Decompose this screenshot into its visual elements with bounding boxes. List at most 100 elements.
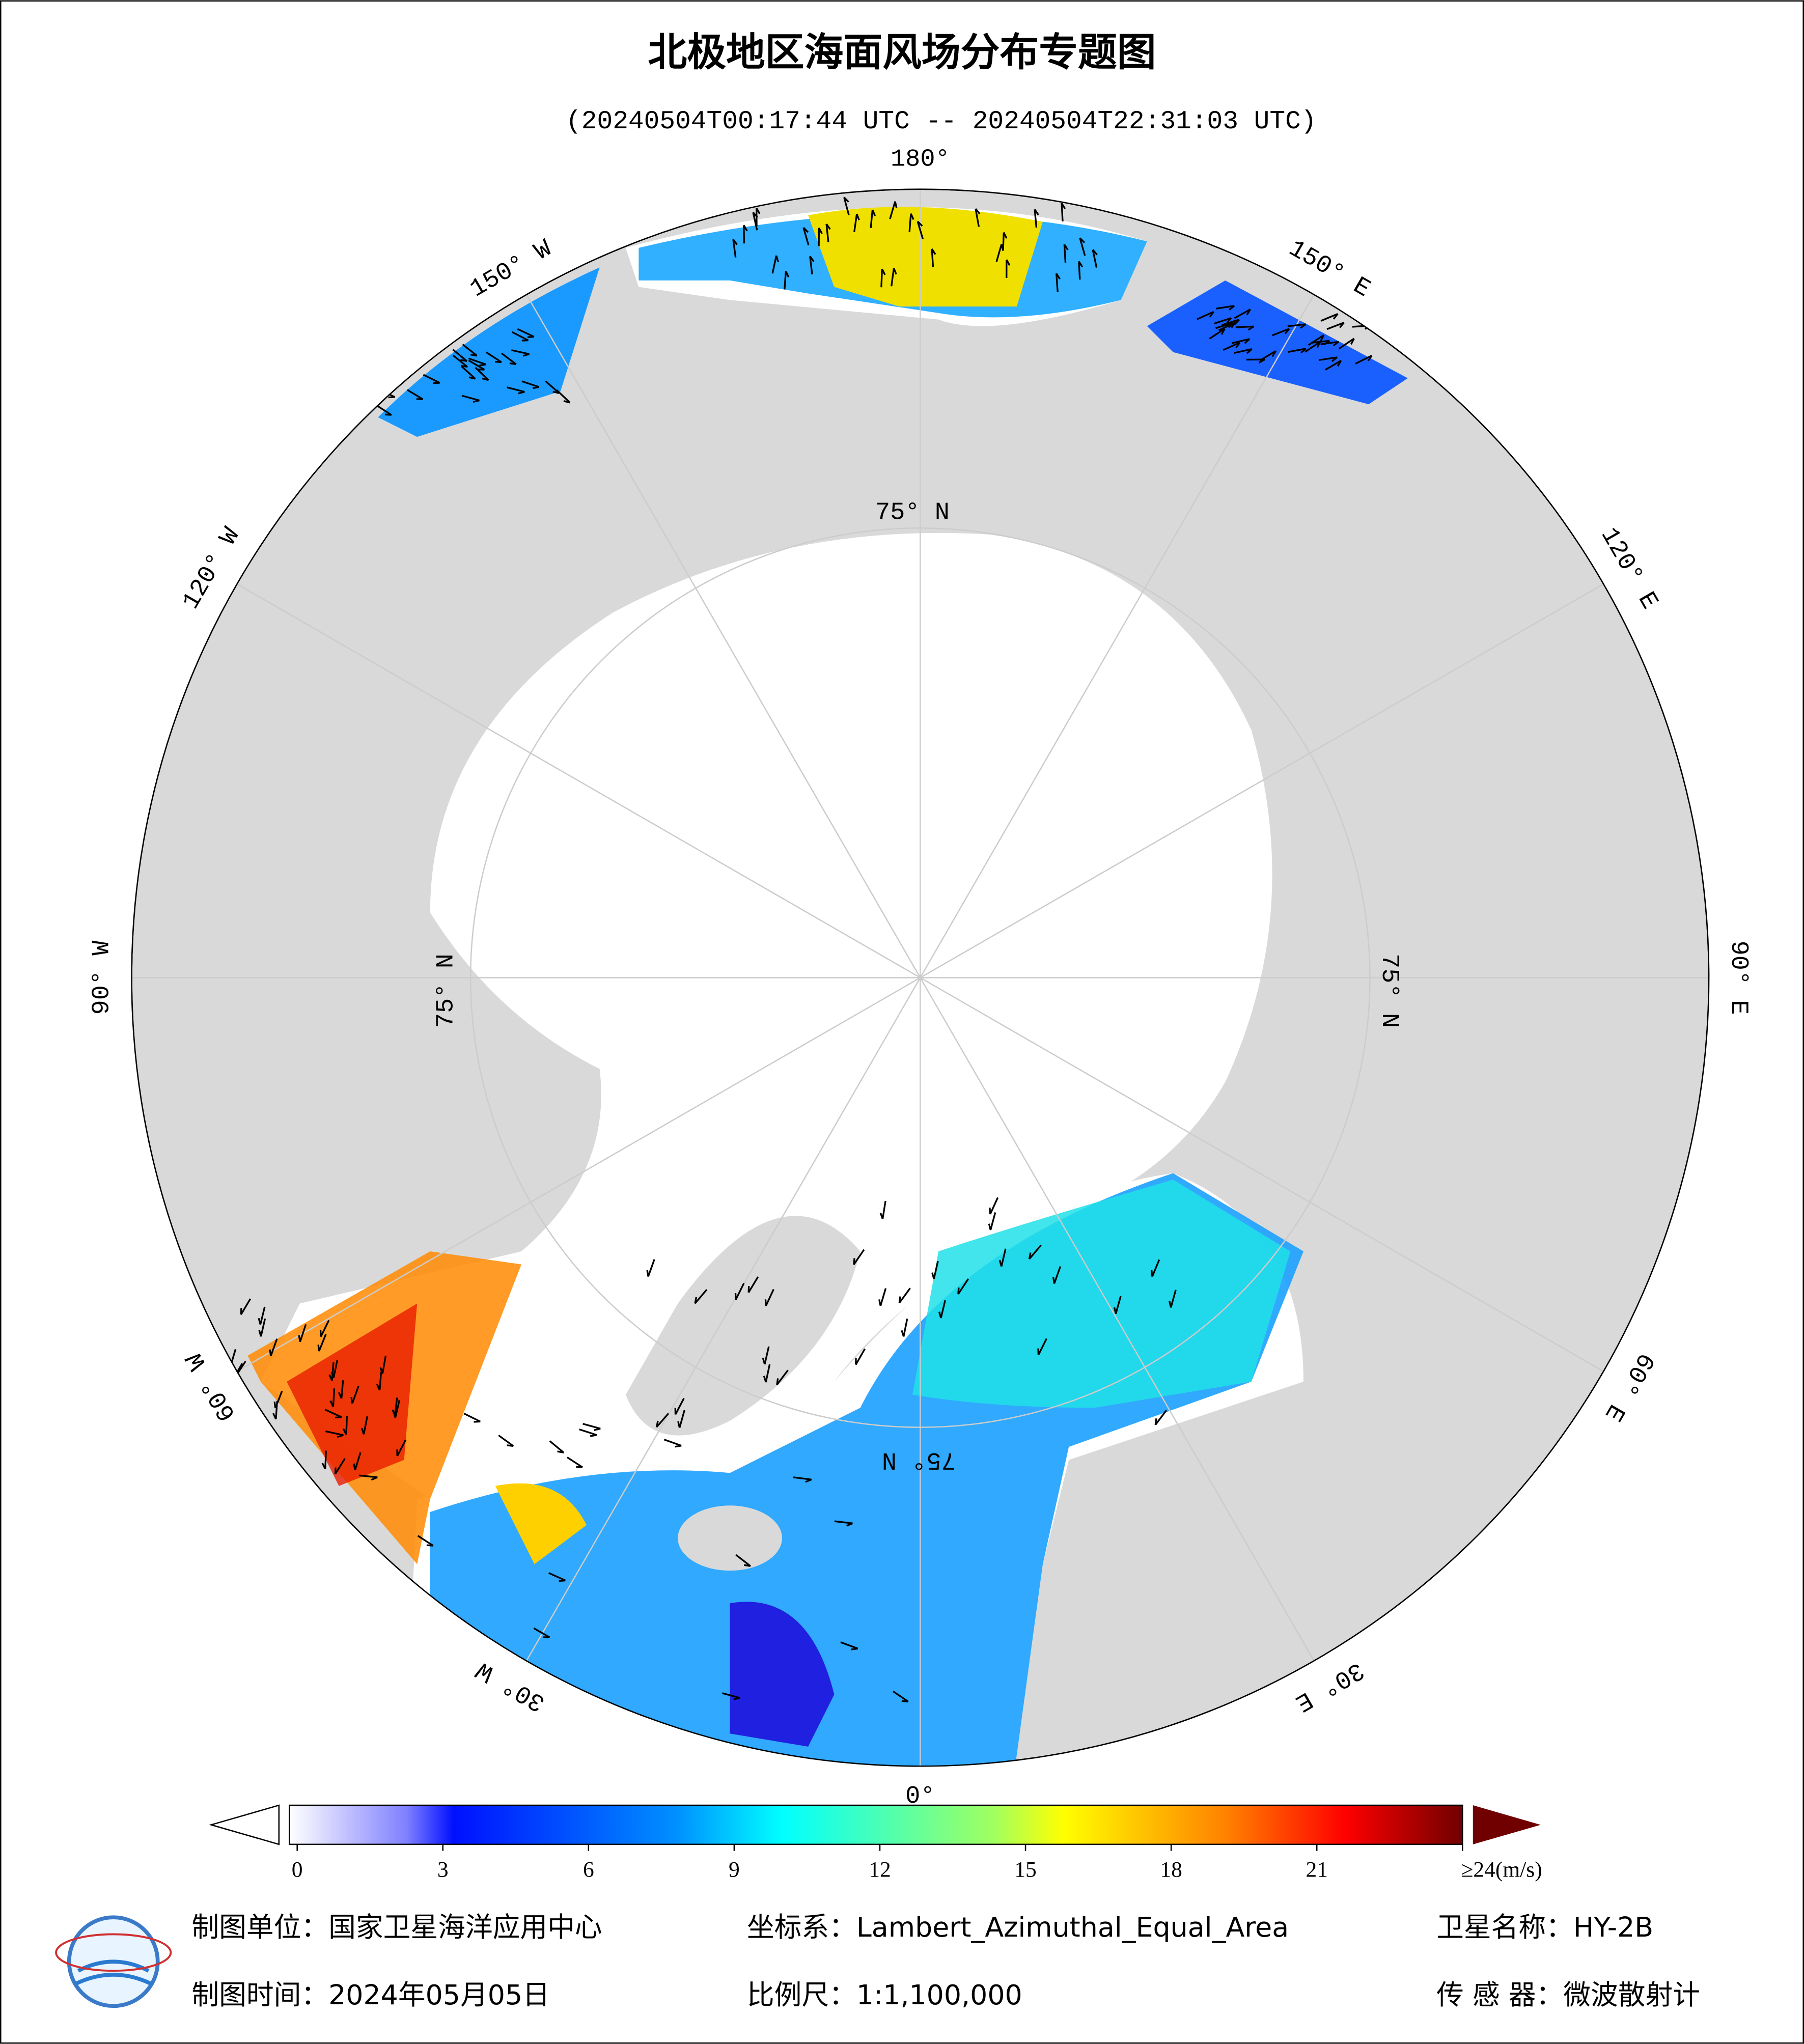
wind-arrow — [747, 1276, 759, 1293]
wind-arrow — [461, 395, 480, 402]
wind-arrow — [679, 1410, 685, 1428]
wind-arrow — [1002, 232, 1005, 251]
wind-arrow — [1223, 342, 1240, 351]
wind-field — [378, 267, 600, 437]
wind-arrow-head — [910, 213, 914, 220]
wind-arrow-head — [384, 413, 392, 416]
wind-arrow-head — [329, 1400, 334, 1407]
wind-arrow-head — [763, 1376, 767, 1383]
wind-arrow — [240, 1298, 252, 1315]
wind-arrow — [1092, 249, 1098, 268]
longitude-label: 90° W — [88, 940, 116, 1015]
footer-date: 制图时间：2024年05月05日 — [191, 1979, 550, 2011]
wind-arrow-head — [335, 1416, 342, 1419]
wind-arrow — [1170, 1290, 1177, 1308]
wind-arrow-head — [1056, 273, 1061, 279]
wind-arrow — [498, 1435, 514, 1447]
wind-arrow-head — [1300, 323, 1307, 329]
wind-arrow — [1197, 311, 1214, 320]
wind-arrow — [533, 1627, 550, 1638]
wind-arrow — [561, 1843, 575, 1854]
wind-arrow-head — [1339, 322, 1345, 328]
wind-arrow — [452, 349, 468, 362]
wind-arrow — [452, 354, 468, 368]
wind-arrow — [870, 210, 874, 229]
wind-arrow — [275, 1401, 278, 1419]
wind-arrow — [1216, 305, 1235, 310]
wind-arrow — [1215, 322, 1234, 329]
wind-arrow — [1218, 321, 1236, 331]
wind-arrow — [428, 322, 446, 333]
wind-arrow-head — [881, 268, 886, 275]
wind-arrow-head — [1284, 328, 1290, 334]
ocean — [260, 533, 1272, 1499]
wind-arrow — [793, 1787, 811, 1790]
wind-arrow — [1209, 328, 1226, 340]
wind-arrow-head — [1331, 356, 1338, 362]
wind-arrow — [1078, 261, 1081, 280]
latitude-label: 75° N — [1375, 954, 1403, 1028]
colorbar-tick-label: 18 — [1160, 1858, 1182, 1882]
wind-arrow — [855, 1348, 866, 1365]
wind-arrow-head — [805, 1478, 812, 1483]
wind-arrow — [1288, 348, 1307, 353]
wind-arrow-head — [1226, 317, 1232, 324]
wind-arrow — [893, 1690, 909, 1702]
latitude-label: 75° N — [882, 1446, 956, 1474]
wind-arrow — [903, 1319, 908, 1337]
wind-arrow-head — [1323, 340, 1330, 346]
wind-arrow — [1079, 238, 1086, 256]
wind-arrow-head — [403, 372, 410, 375]
wind-arrow-head — [1061, 203, 1066, 209]
wind-arrow-head — [509, 362, 516, 366]
wind-arrow-head — [507, 1444, 514, 1447]
wind-arrow — [402, 334, 420, 344]
wind-arrow-head — [337, 1434, 344, 1438]
wind-arrow — [468, 357, 486, 366]
wind-arrow — [675, 1397, 685, 1415]
wind-arrow-head — [1034, 209, 1039, 215]
wind-arrow-head — [563, 400, 570, 404]
colorbar — [289, 1804, 1463, 1845]
wind-arrow-head — [1028, 1252, 1032, 1259]
wind-arrow — [898, 1287, 911, 1304]
wind-field — [430, 1173, 1303, 1767]
wind-arrow — [462, 344, 478, 357]
wind-arrow-head — [428, 353, 435, 357]
wind-arrow — [385, 344, 403, 355]
wind-arrow — [407, 389, 424, 400]
wind-arrow — [1234, 309, 1251, 319]
wind-arrow — [722, 1692, 740, 1699]
wind-arrow-head — [1209, 311, 1214, 318]
wind-arrow — [687, 1799, 705, 1803]
wind-arrow — [771, 255, 778, 274]
wind-arrow-head — [1247, 325, 1255, 331]
wind-arrow-head — [228, 1360, 232, 1367]
wind-arrow — [989, 1212, 996, 1230]
longitude-label: 180° — [891, 146, 950, 174]
wind-arrow-head — [569, 1854, 575, 1855]
wind-arrow-head — [893, 268, 897, 275]
wind-arrow-head — [371, 1476, 378, 1481]
wind-arrow — [1151, 1259, 1160, 1277]
wind-arrow — [1154, 1410, 1168, 1425]
wind-arrow — [463, 1412, 481, 1422]
wind-arrow — [1320, 341, 1339, 345]
logo — [55, 1915, 172, 2008]
wind-arrow — [1213, 317, 1232, 325]
wind-arrow — [1115, 1296, 1122, 1314]
latitude-label: 75° N — [875, 498, 950, 526]
wind-arrow — [331, 1362, 335, 1381]
wind-arrow-head — [917, 220, 923, 227]
wind-arrow-head — [590, 1434, 597, 1437]
wind-arrow-head — [747, 1286, 750, 1293]
wind-arrow-head — [1271, 350, 1276, 357]
wind-arrow — [318, 1334, 327, 1352]
wind-arrow-head — [894, 201, 898, 208]
footer-projection: 坐标系：Lambert_Azimuthal_Equal_Area — [747, 1911, 1289, 1943]
wind-arrow-head — [975, 208, 981, 215]
wind-arrow — [521, 380, 540, 388]
wind-arrow-head — [379, 1367, 383, 1374]
wind-arrow — [1272, 328, 1290, 337]
wind-arrow — [277, 1564, 295, 1574]
